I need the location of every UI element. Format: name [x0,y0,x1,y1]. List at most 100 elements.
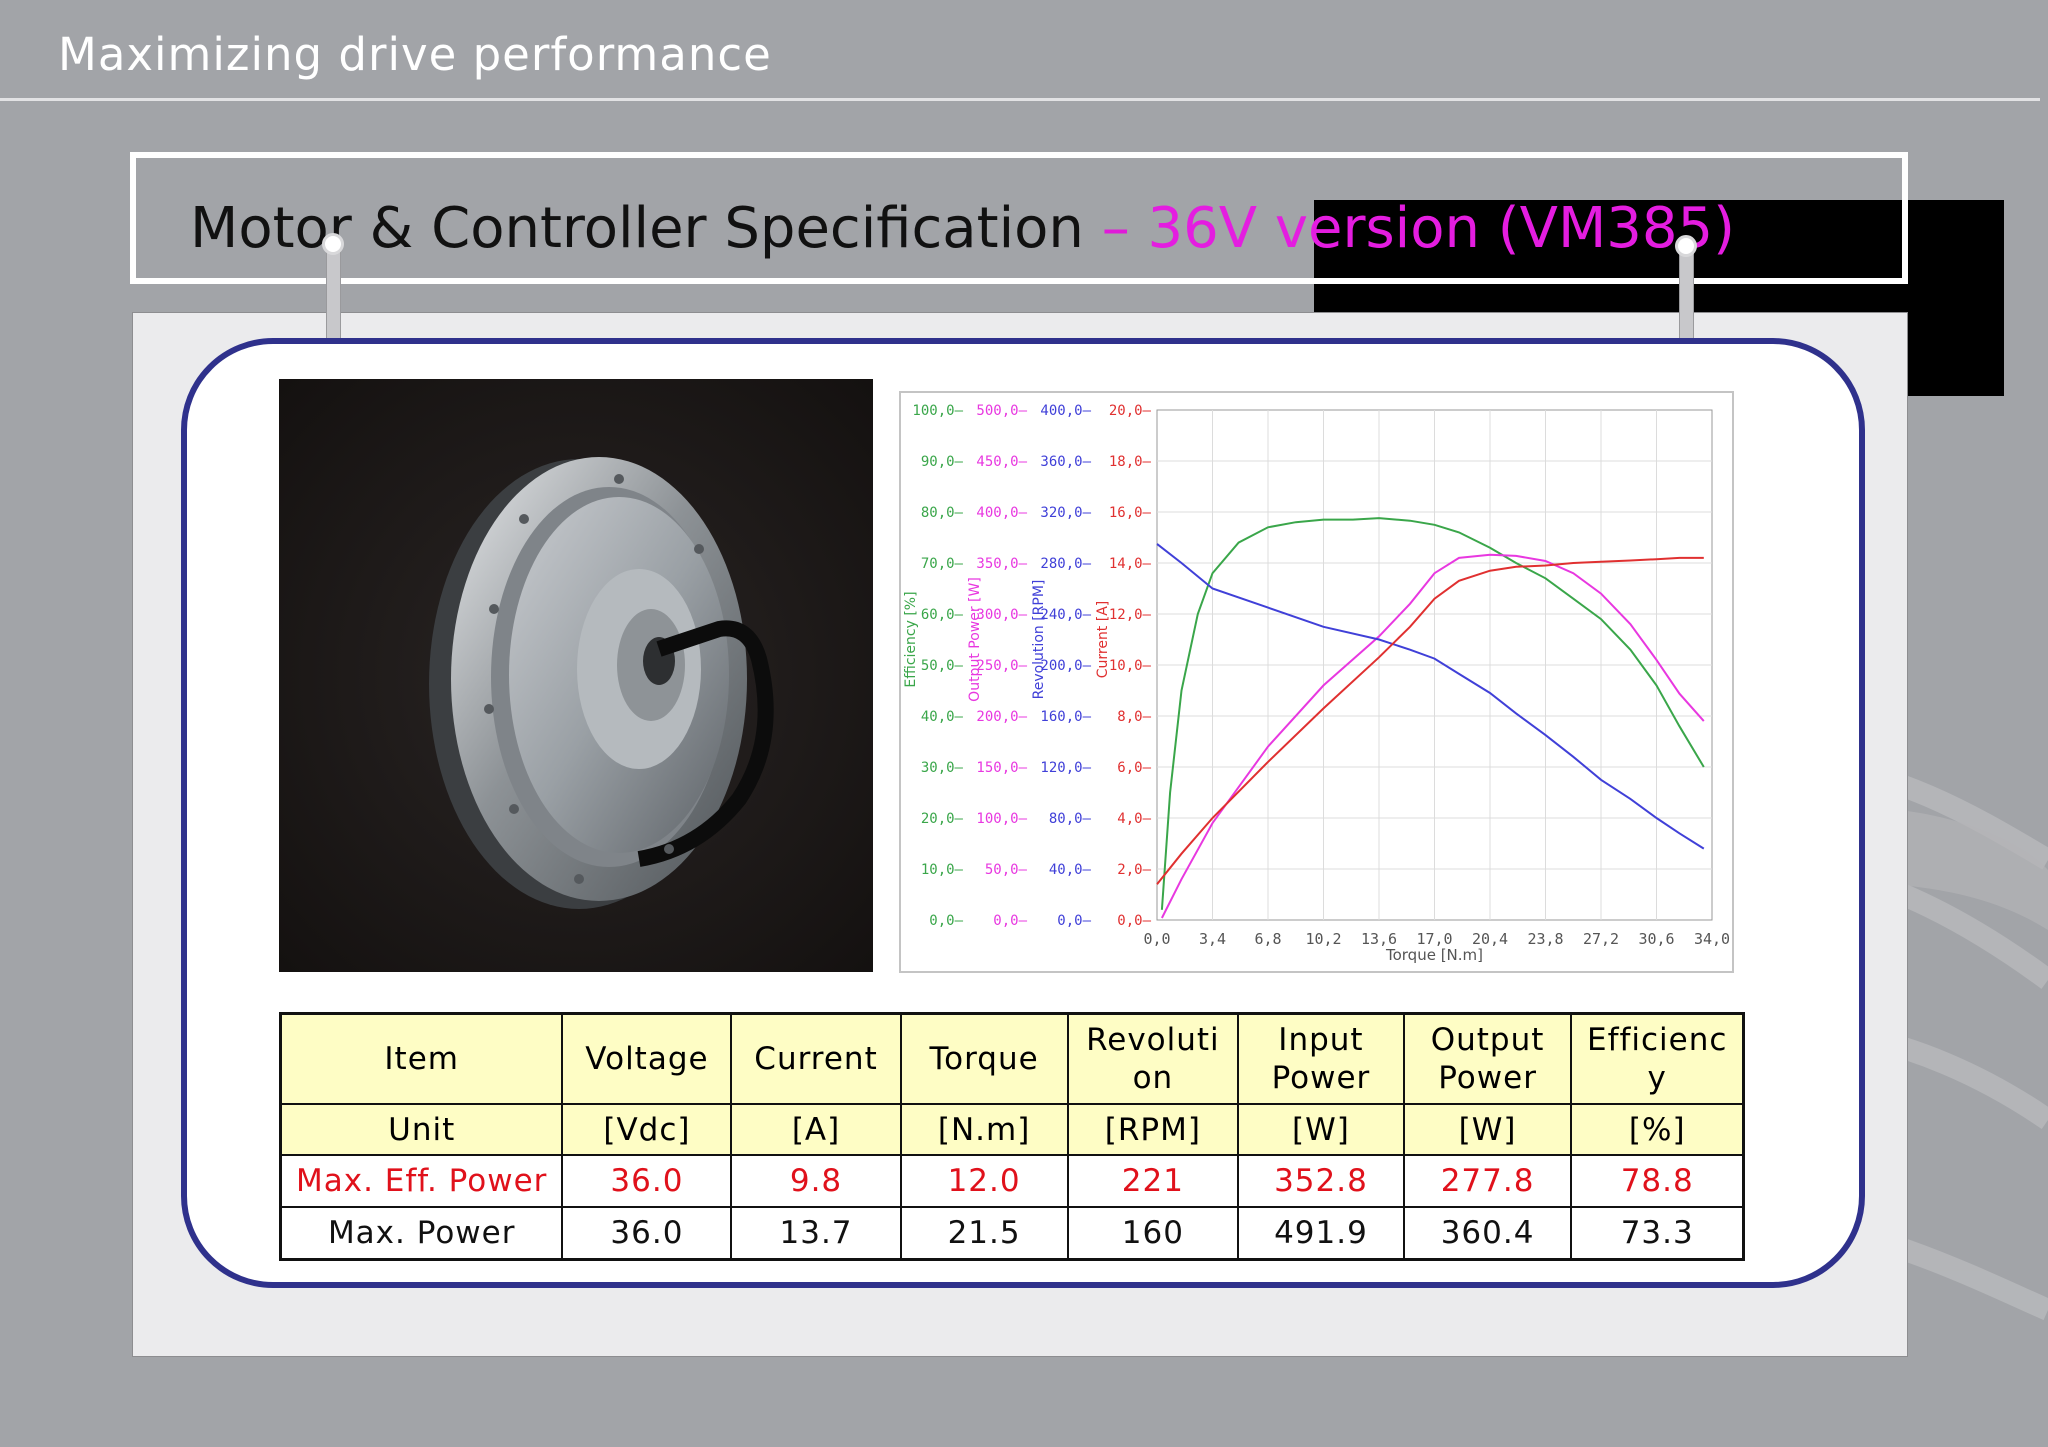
y-tick-label: 320,0– [1040,505,1091,521]
y-tick-label: 50,0– [985,862,1028,878]
x-tick-label: 27,2 [1583,930,1619,948]
table-header-text: Item [384,1041,459,1077]
slide-title: Motor & Controller Specification – 36V v… [190,196,1735,261]
table-header-row: Item Voltage Current Torque Revoluti on Input P… [279,1012,1745,1105]
table-header-text: Voltage [585,1041,709,1077]
y-tick-label: 40,0– [921,709,964,725]
y-tick-label: 30,0– [921,760,964,776]
y-tick-label: 200,0– [976,709,1027,725]
x-tick-label: 6,8 [1254,930,1281,948]
table-header-text: Power [1438,1060,1537,1096]
x-tick-label: 3,4 [1199,930,1226,948]
y-tick-label: 80,0– [921,505,964,521]
table-header-cell: Voltage [561,1012,733,1105]
table-header-cell: Revoluti on [1066,1012,1240,1105]
table-cell: 36.0 [561,1154,733,1208]
table-header-text: on [1132,1060,1174,1096]
title-frame [130,152,1908,284]
y-tick-label: 400,0– [1040,403,1091,419]
x-tick-label: 20,4 [1472,930,1508,948]
y-tick-label: 0,0– [1117,913,1151,929]
table-header-cell: Torque [899,1012,1069,1105]
performance-chart-svg: 0,0 3,4 6,8 10,2 13,6 17,0 20,4 23,8 27,2 30,6 34,… [903,403,1730,964]
y-tick-label: 20,0– [1109,403,1152,419]
y-tick-label: 16,0– [1109,505,1152,521]
y-tick-label: 300,0– [976,607,1027,623]
slide-title-dash: – [1083,196,1148,261]
header-divider [0,98,2040,101]
performance-chart: 0,0 3,4 6,8 10,2 13,6 17,0 20,4 23,8 27,2 30,6 34,… [899,391,1734,973]
x-tick-label: 23,8 [1527,930,1563,948]
table-header-text: Output [1430,1022,1545,1058]
x-tick-label: 17,0 [1416,930,1452,948]
x-tick-label: 10,2 [1305,930,1341,948]
table-cell: 160 [1066,1206,1240,1261]
table-cell: 12.0 [899,1154,1069,1208]
y-tick-label: 200,0– [1040,658,1091,674]
table-unit-cell: [%] [1570,1103,1745,1156]
y-tick-label: 10,0– [921,862,964,878]
y-axis-label: Output Power [W] [967,577,983,702]
y-tick-label: 400,0– [976,505,1027,521]
table-unit-cell: [N.m] [899,1103,1069,1156]
table-unit-row: Unit [Vdc] [A] [N.m] [RPM] [W] [W] [%] [279,1103,1745,1156]
table-cell: Max. Power [279,1206,564,1261]
y-tick-label: 2,0– [1117,862,1151,878]
y-tick-label: 8,0– [1117,709,1151,725]
table-cell: 21.5 [899,1206,1069,1261]
y-tick-label: 20,0– [921,811,964,827]
table-cell: 221 [1066,1154,1240,1208]
y-tick-label: 60,0– [921,607,964,623]
y-tick-label: 70,0– [921,556,964,572]
slide-title-version: 36V version (VM385) [1147,196,1735,261]
header-title: Maximizing drive performance [58,28,772,81]
table-header-text: Current [754,1041,878,1077]
table-cell: 352.8 [1237,1154,1405,1208]
hanger-ring-right [1675,235,1697,257]
y-tick-label: 80,0– [1049,811,1092,827]
table-header-cell: Current [730,1012,902,1105]
table-cell: 78.8 [1570,1154,1745,1208]
y-tick-label: 0,0– [929,913,963,929]
y-tick-label: 18,0– [1109,454,1152,470]
x-axis-label: Torque [N.m] [1385,946,1483,964]
x-tick-label: 13,6 [1361,930,1397,948]
table-cell: 277.8 [1402,1154,1573,1208]
table-header-cell: Efficienc y [1570,1012,1745,1105]
table-cell: 360.4 [1402,1206,1573,1261]
y-tick-label: 90,0– [921,454,964,470]
table-header-cell: Output Power [1402,1012,1573,1105]
y-tick-label: 10,0– [1109,658,1152,674]
hanger-right [1679,250,1694,340]
y-tick-label: 40,0– [1049,862,1092,878]
y-tick-label: 350,0– [976,556,1027,572]
y-tick-label: 450,0– [976,454,1027,470]
hub-motor-image [279,379,873,972]
hanger-ring-left [322,233,344,255]
y-tick-label: 12,0– [1109,607,1152,623]
y-tick-label: 4,0– [1117,811,1151,827]
table-header-cell: Input Power [1237,1012,1405,1105]
y-tick-label: 120,0– [1040,760,1091,776]
table-header-text: Input [1278,1022,1364,1058]
x-tick-label: 0,0 [1143,930,1170,948]
y-tick-label: 250,0– [976,658,1027,674]
table-unit-cell: Unit [279,1103,564,1156]
y-tick-label: 6,0– [1117,760,1151,776]
series-line-2 [1156,543,1705,850]
y-tick-label: 0,0– [993,913,1027,929]
table-unit-cell: [RPM] [1066,1103,1240,1156]
table-cell: 9.8 [730,1154,902,1208]
table-unit-cell: [W] [1237,1103,1405,1156]
table-unit-cell: [Vdc] [561,1103,733,1156]
series-line-0 [1160,517,1705,910]
y-axis-label: Current [A] [1095,601,1111,679]
x-tick-label: 34,0 [1694,930,1730,948]
y-tick-label: 100,0– [976,811,1027,827]
table-header-text: Revoluti [1086,1022,1220,1058]
y-tick-label: 0,0– [1057,913,1091,929]
table-cell: 13.7 [730,1206,902,1261]
y-tick-label: 160,0– [1040,709,1091,725]
table-row-max-power: Max. Power 36.0 13.7 21.5 160 491.9 360.4 73.3 [279,1206,1745,1261]
series-line-3 [1156,556,1704,885]
